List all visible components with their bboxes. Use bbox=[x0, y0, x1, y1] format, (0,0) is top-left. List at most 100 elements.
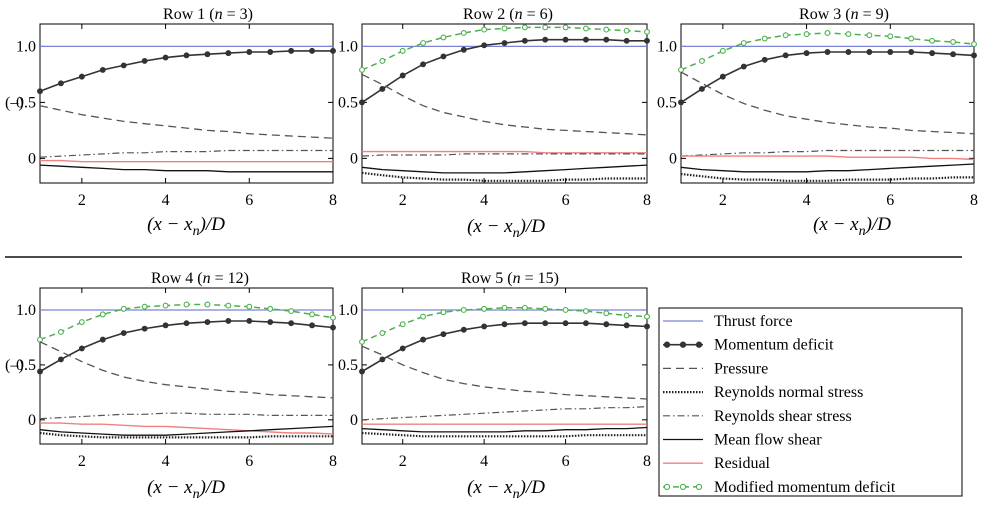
point-momentum-deficit bbox=[359, 368, 365, 375]
legend: Thrust force Momentum deficit Pressure Reyn… bbox=[658, 307, 963, 497]
point-momentum-deficit bbox=[57, 356, 64, 363]
x-axis-label-tail: )/D bbox=[199, 214, 226, 235]
point-modified-momentum-deficit bbox=[698, 58, 705, 64]
series-reynolds-normal-stress bbox=[361, 171, 647, 182]
x-axis-label-main: (x − x bbox=[813, 214, 859, 235]
legend-marker bbox=[663, 341, 671, 348]
point-modified-momentum-deficit bbox=[288, 308, 295, 315]
x-tick-label: 2 bbox=[78, 453, 86, 470]
point-modified-momentum-deficit bbox=[866, 32, 873, 39]
axes-frame bbox=[39, 23, 334, 184]
legend-marker bbox=[679, 341, 687, 348]
series-momentum-deficit bbox=[39, 320, 334, 373]
panel-title-row: Row 3 ( bbox=[799, 6, 851, 23]
point-momentum-deficit bbox=[740, 63, 747, 70]
point-momentum-deficit bbox=[501, 321, 508, 328]
point-modified-momentum-deficit bbox=[971, 41, 977, 48]
panel-title: Row 4 (n = 12) bbox=[151, 270, 249, 287]
panel-title-eq: = 6) bbox=[523, 6, 553, 23]
series-mean-flow-shear bbox=[680, 163, 975, 173]
point-modified-momentum-deficit bbox=[582, 25, 589, 32]
point-momentum-deficit bbox=[246, 318, 253, 324]
point-modified-momentum-deficit bbox=[929, 37, 936, 44]
point-momentum-deficit bbox=[887, 49, 894, 55]
point-momentum-deficit bbox=[267, 319, 274, 326]
point-momentum-deficit bbox=[644, 37, 650, 44]
legend-marker bbox=[695, 483, 703, 491]
panel-title-n: n bbox=[851, 6, 859, 23]
point-modified-momentum-deficit bbox=[623, 312, 630, 319]
series-pressure bbox=[361, 345, 648, 400]
point-momentum-deficit bbox=[37, 368, 43, 375]
point-modified-momentum-deficit bbox=[37, 336, 43, 343]
point-momentum-deficit bbox=[678, 99, 684, 106]
series-mean-flow-shear bbox=[39, 425, 334, 436]
x-tick-label: 4 bbox=[480, 453, 488, 470]
series-reynolds-shear-stress bbox=[361, 406, 648, 421]
legend-marker bbox=[663, 483, 671, 491]
series-reynolds-shear-stress bbox=[680, 149, 974, 157]
series-mean-flow-shear bbox=[39, 164, 333, 173]
point-modified-momentum-deficit bbox=[521, 304, 528, 311]
legend-label: Mean flow shear bbox=[714, 432, 822, 449]
point-momentum-deficit bbox=[562, 320, 569, 327]
panel-title-eq: = 12) bbox=[211, 270, 249, 287]
panel-3: Row 3 (n = 9)00.51.02 4 6 8(x − xn)/D bbox=[657, 6, 978, 239]
point-momentum-deficit bbox=[623, 37, 630, 44]
point-modified-momentum-deficit bbox=[678, 66, 684, 73]
x-tick-label: 2 bbox=[399, 192, 407, 209]
point-momentum-deficit bbox=[120, 62, 127, 69]
point-modified-momentum-deficit bbox=[225, 302, 232, 309]
panel-title-n: n bbox=[513, 270, 521, 287]
point-momentum-deficit bbox=[803, 50, 810, 57]
point-momentum-deficit bbox=[57, 80, 64, 87]
point-momentum-deficit bbox=[183, 52, 190, 59]
legend-label: Reynolds shear stress bbox=[714, 408, 852, 425]
x-axis-label-sub: n bbox=[513, 487, 520, 502]
y-tick-label: 0 bbox=[350, 150, 358, 167]
point-modified-momentum-deficit bbox=[359, 338, 365, 345]
x-tick-label: 4 bbox=[162, 453, 170, 470]
point-momentum-deficit bbox=[971, 52, 977, 59]
y-tick-label: 0.5 bbox=[16, 94, 36, 111]
panel-2: Row 2 (n = 6)00.51.02 4 6 8(x − xn)/D bbox=[338, 6, 651, 241]
point-momentum-deficit bbox=[481, 42, 488, 49]
y-tick-label: 0.5 bbox=[657, 94, 677, 111]
point-modified-momentum-deficit bbox=[246, 303, 253, 310]
x-tick-label: 2 bbox=[719, 192, 727, 209]
x-tick-label: 6 bbox=[562, 453, 570, 470]
x-axis-label: (x − xn)/D bbox=[813, 214, 891, 239]
point-momentum-deficit bbox=[440, 331, 447, 338]
point-modified-momentum-deficit bbox=[359, 66, 365, 73]
point-modified-momentum-deficit bbox=[99, 311, 106, 318]
point-momentum-deficit bbox=[542, 36, 549, 43]
x-axis-label: (x − xn)/D bbox=[467, 216, 545, 241]
point-momentum-deficit bbox=[582, 320, 589, 327]
point-modified-momentum-deficit bbox=[623, 27, 630, 34]
panel-1: Row 1 (n = 3)00.51.02 4 6 8(x − xn)/D(–) bbox=[5, 6, 337, 239]
axes-frame bbox=[361, 287, 648, 445]
x-tick-label: 6 bbox=[886, 192, 894, 209]
legend-marker bbox=[679, 483, 687, 491]
point-momentum-deficit bbox=[267, 49, 274, 55]
y-tick-label: 0 bbox=[28, 412, 36, 429]
point-momentum-deficit bbox=[330, 47, 336, 54]
x-axis-label: (x − xn)/D bbox=[467, 477, 545, 502]
point-momentum-deficit bbox=[440, 53, 447, 60]
point-modified-momentum-deficit bbox=[267, 305, 274, 312]
point-modified-momentum-deficit bbox=[183, 301, 190, 308]
axes-frame bbox=[39, 287, 334, 445]
point-modified-momentum-deficit bbox=[460, 307, 467, 313]
point-momentum-deficit bbox=[246, 49, 253, 55]
point-momentum-deficit bbox=[420, 336, 427, 343]
point-momentum-deficit bbox=[99, 336, 106, 343]
y-tick-label: 0.5 bbox=[338, 357, 358, 374]
y-tick-label: 0.5 bbox=[338, 94, 358, 111]
point-momentum-deficit bbox=[288, 320, 295, 327]
series-pressure bbox=[361, 73, 648, 136]
point-modified-momentum-deficit bbox=[420, 40, 427, 46]
x-tick-label: 4 bbox=[162, 192, 170, 209]
point-momentum-deficit bbox=[845, 49, 852, 55]
point-modified-momentum-deficit bbox=[582, 308, 589, 315]
